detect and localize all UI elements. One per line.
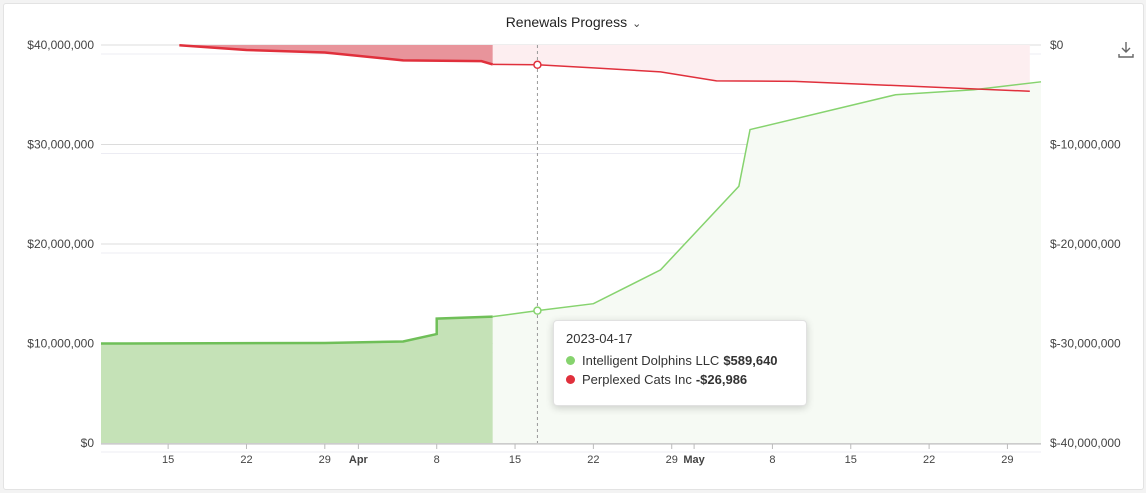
x-tick-label: 22	[587, 454, 599, 466]
tooltip-label: Perplexed Cats Inc	[582, 372, 692, 387]
x-tick-label: 22	[923, 454, 935, 466]
y-left-tick-label: $0	[81, 436, 95, 450]
chart-tooltip: 2023-04-17 Intelligent Dolphins LLC $589…	[553, 320, 807, 406]
cats-forecast-area	[492, 45, 1030, 92]
y-right-tick-label: $-10,000,000	[1050, 138, 1121, 152]
x-tick-label: Apr	[349, 454, 369, 466]
dolphins-actual-line	[100, 315, 493, 345]
dolphins-actual-area	[101, 316, 493, 443]
hover-markers	[533, 45, 542, 443]
y-left-tick-label: $30,000,000	[27, 138, 94, 152]
legend-dot-cats	[566, 375, 575, 384]
tooltip-date: 2023-04-17	[566, 331, 633, 346]
download-icon[interactable]	[1117, 40, 1135, 60]
cats-actual-line	[179, 43, 494, 66]
dolphins-forecast-line	[492, 81, 1042, 318]
x-tick-label: 8	[434, 454, 440, 466]
x-tick-label: May	[683, 454, 705, 466]
x-tick-label: 29	[319, 454, 331, 466]
x-tick-label: 8	[769, 454, 775, 466]
dolphins-hover-point	[533, 306, 542, 315]
legend-dot-dolphins	[566, 356, 575, 365]
tooltip-row-cats: Perplexed Cats Inc -$26,986	[566, 372, 794, 387]
x-tick-label: 15	[162, 454, 174, 466]
chart-title: Renewals Progress	[505, 14, 628, 30]
y-left-tick-label: $40,000,000	[27, 38, 94, 52]
x-tick-label: 15	[509, 454, 521, 466]
x-tick-label: 29	[666, 454, 678, 466]
tooltip-value: $589,640	[723, 353, 778, 368]
series-lines	[100, 43, 1042, 345]
y-right-tick-label: $-20,000,000	[1050, 237, 1121, 251]
y-right-tick-label: $0	[1050, 38, 1064, 52]
tooltip-value: -$26,986	[695, 372, 748, 387]
y-right-tick-label: $-30,000,000	[1050, 337, 1121, 351]
x-tick-label: 22	[240, 454, 252, 466]
y-right-tick-label: $-40,000,000	[1050, 436, 1121, 450]
tooltip-row-dolphins: Intelligent Dolphins LLC $589,640	[566, 353, 794, 368]
x-tick-label: 29	[1001, 454, 1013, 466]
axes: $0 $10,000,000 $20,000,000 $30,000,000 $40,0…	[27, 38, 1121, 466]
cats-hover-point	[533, 60, 542, 70]
tooltip-label: Intelligent Dolphins LLC	[582, 353, 720, 368]
chart-title-dropdown[interactable]: Renewals Progress ⌄	[4, 14, 1143, 30]
y-left-tick-label: $10,000,000	[27, 337, 94, 351]
chevron-down-icon: ⌄	[632, 18, 642, 30]
y-left-tick-label: $20,000,000	[27, 237, 94, 251]
x-tick-label: 15	[845, 454, 857, 466]
